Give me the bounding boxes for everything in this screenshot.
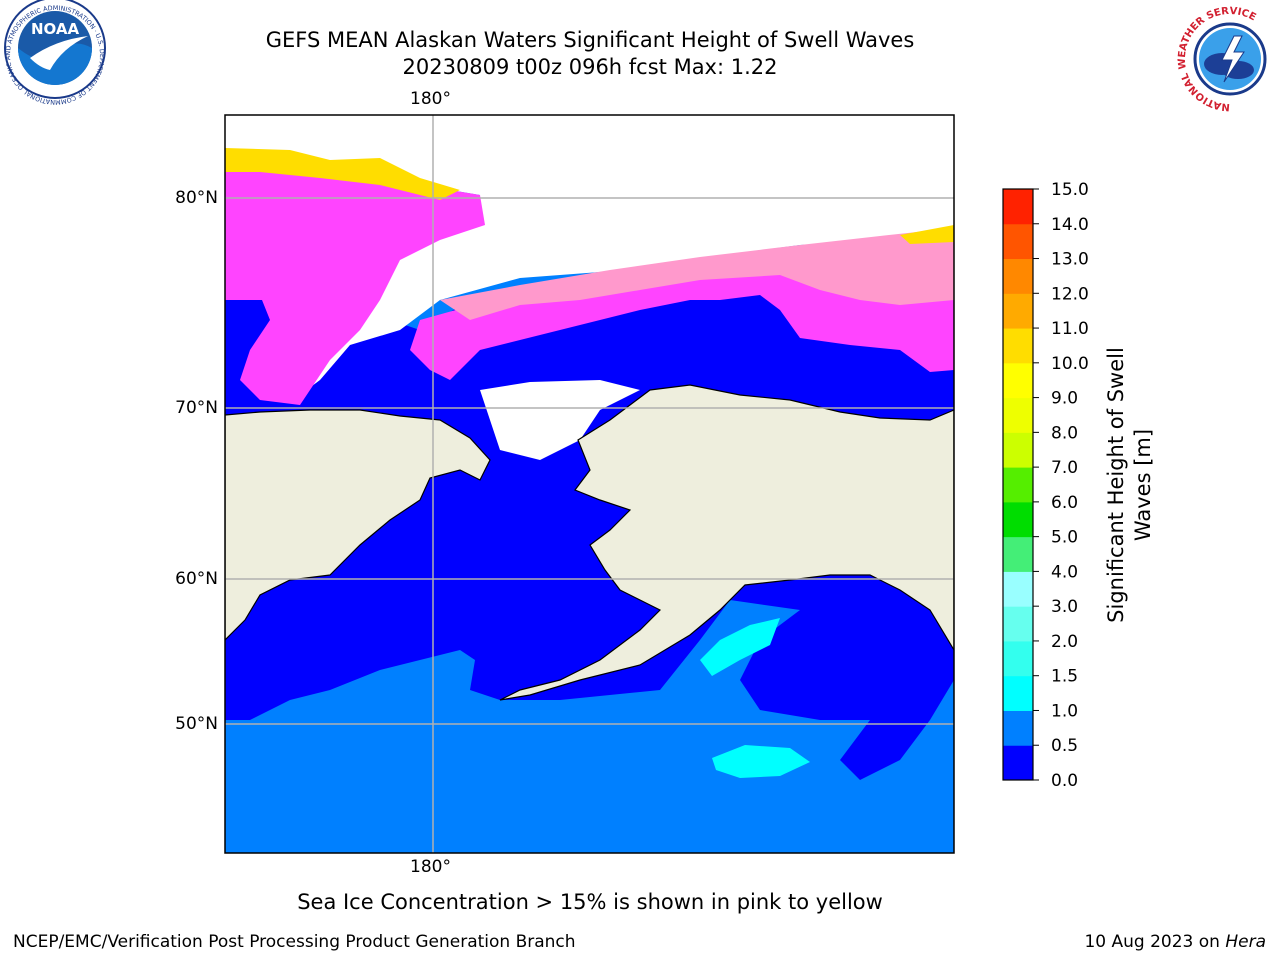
colorbar-tick-label: 9.0 [1051,389,1078,409]
chart-subtitle: 20230809 t00z 096h fcst Max: 1.22 [402,55,778,79]
nws-logo: NATIONAL WEATHER SERVICE [1177,6,1280,112]
colorbar-tick-label: 2.0 [1051,632,1078,652]
colorbar-band [1003,536,1033,572]
colorbar-band [1003,710,1033,746]
colorbar-tick-label: 11.0 [1051,319,1089,339]
colorbar-tick-label: 15.0 [1051,180,1089,200]
map-area [225,115,954,853]
colorbar-tick-label: 1.0 [1051,701,1078,721]
colorbar-tick-label: 12.0 [1051,284,1089,304]
colorbar-tick-label: 7.0 [1051,458,1078,478]
colorbar-band [1003,293,1033,329]
chart-title: GEFS MEAN Alaskan Waters Significant Hei… [265,28,915,52]
colorbar-band [1003,745,1033,781]
footer-branch: NCEP/EMC/Verification Post Processing Pr… [13,932,576,952]
colorbar-tick-label: 3.0 [1051,597,1078,617]
colorbar-band [1003,397,1033,433]
lat-label-50n: 50°N [175,714,218,734]
footer-date-text: 10 Aug 2023 on [1084,932,1226,952]
land-alaska [499,384,954,701]
lat-label-80n: 80°N [175,188,218,208]
colorbar-band [1003,675,1033,711]
noaa-logo: NATIONAL OCEANIC AND ATMOSPHERIC ADMINIS… [0,0,106,106]
graticule [225,115,954,853]
land-siberia [225,409,491,641]
colorbar-tick-label: 4.0 [1051,562,1078,582]
colorbar-band [1003,501,1033,538]
colorbar-band [1003,362,1033,399]
colorbar-label: Significant Height of Swell Waves [m] [1104,347,1155,623]
colorbar-tick-label: 1.5 [1051,667,1078,687]
colorbar-band [1003,189,1033,225]
lon-label-bottom: 180° [410,857,451,877]
footer-date: 10 Aug 2023 on Hera [1084,932,1266,952]
colorbar-band [1003,223,1033,260]
colorbar-tick-label: 0.0 [1051,771,1078,791]
colorbar-band [1003,432,1033,468]
colorbar-band [1003,258,1033,294]
colorbar-tick-label: 0.5 [1051,736,1078,756]
lat-label-60n: 60°N [175,569,218,589]
sea-ice-caption: Sea Ice Concentration > 15% is shown in … [297,890,883,914]
colorbar-frame [1002,188,1034,781]
colorbar-tick-label: 6.0 [1051,493,1078,513]
colorbar-band [1003,467,1033,503]
lon-label-top: 180° [410,89,451,109]
colorbar-tick-label: 10.0 [1051,354,1089,374]
lat-label-70n: 70°N [175,398,218,418]
colorbar-band [1003,606,1033,642]
swell-0-0.5m-region [225,230,954,780]
colorbar-band [1003,328,1033,364]
map-frame [224,114,955,854]
colorbar-band [1003,571,1033,607]
colorbar-band [1003,640,1033,677]
sea-ice-pink-band [225,150,485,405]
swell-1-1.5m-patch [700,618,780,676]
svg-text:NOAA: NOAA [31,20,80,38]
colorbar-tick-label: 5.0 [1051,528,1078,548]
colorbar-tick-label: 14.0 [1051,215,1089,235]
colorbar-tick-label: 13.0 [1051,250,1089,270]
footer-host: Hera [1225,932,1266,952]
colorbar-tick-label: 8.0 [1051,423,1078,443]
sea-ice-white-region [225,115,954,395]
colorbar: 0.0 0.5 1.0 1.5 2.0 3.0 4.0 5.0 6.0 7.0 8.0 9.0 10.0… [1002,180,1089,791]
